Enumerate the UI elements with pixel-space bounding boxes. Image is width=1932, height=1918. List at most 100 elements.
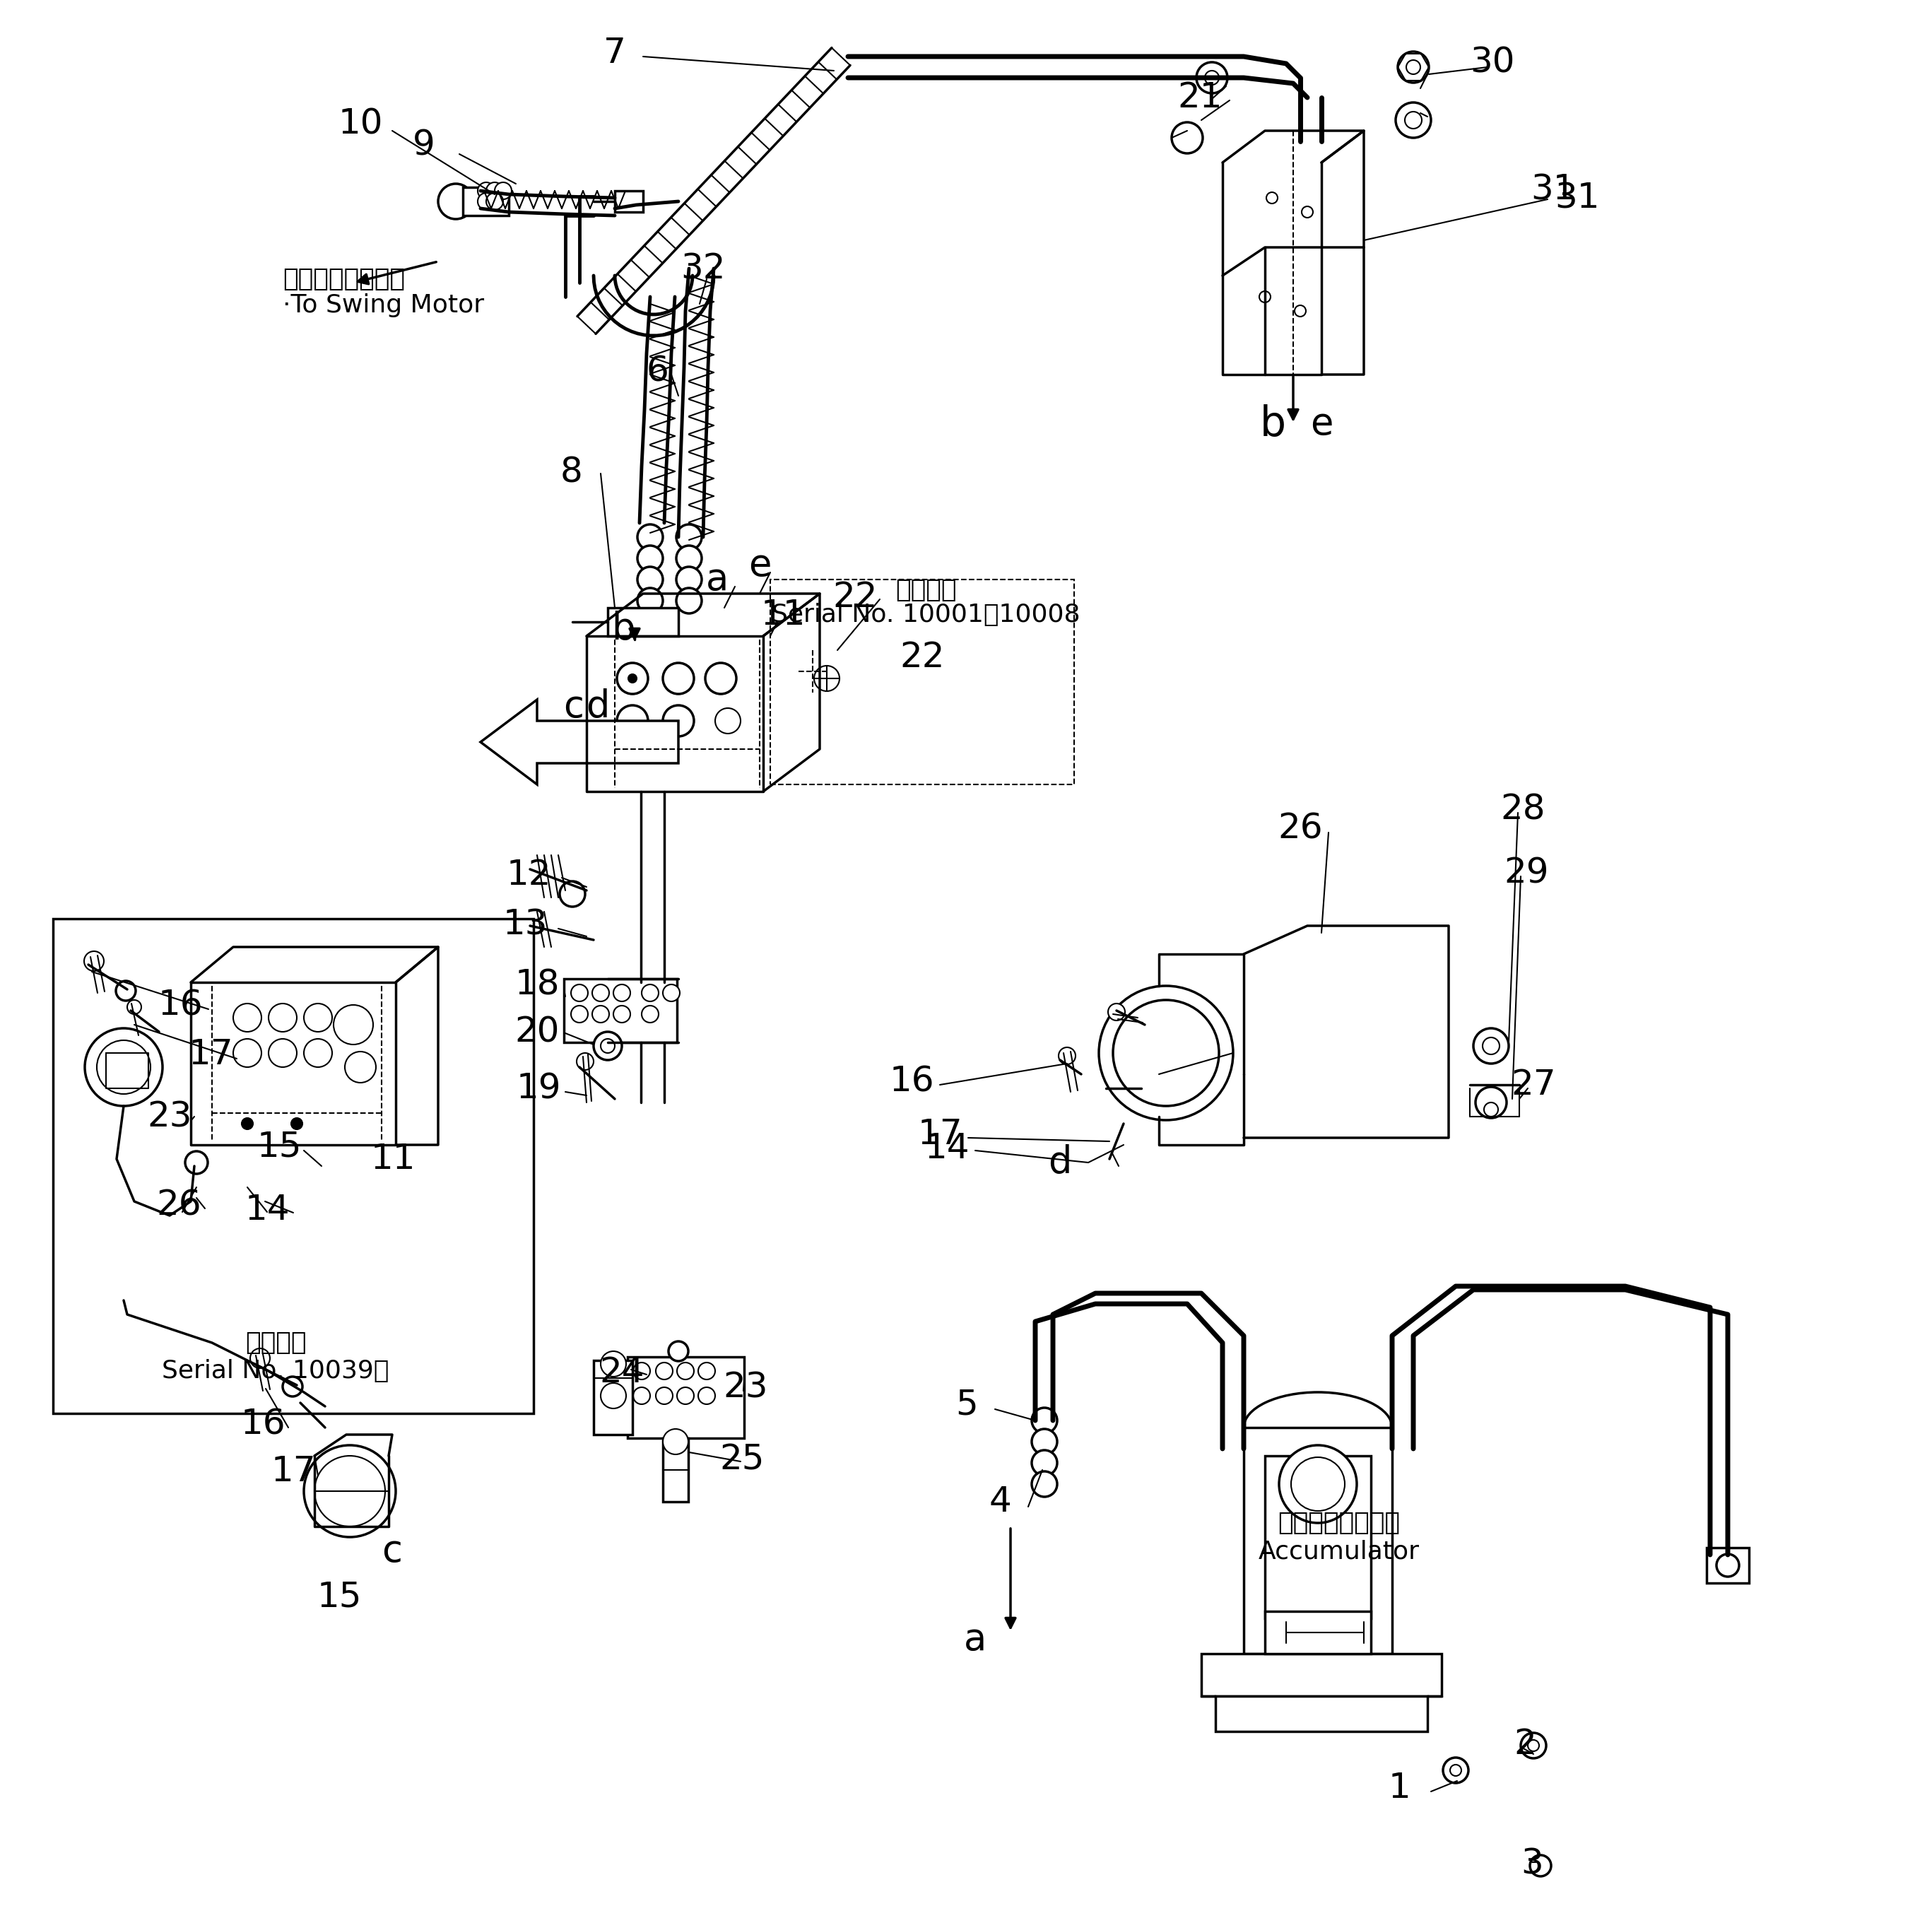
Circle shape [234,1003,261,1032]
Circle shape [663,1429,688,1454]
Text: 22: 22 [833,581,877,614]
Circle shape [185,1151,209,1174]
Circle shape [676,545,701,572]
Bar [564,978,676,1041]
Circle shape [1405,111,1422,129]
Circle shape [612,984,630,1001]
Circle shape [697,1362,715,1379]
Circle shape [477,194,495,209]
Circle shape [269,1003,298,1032]
Circle shape [1302,207,1314,217]
Circle shape [1395,102,1432,138]
Circle shape [663,706,694,737]
Bar [1202,1653,1441,1696]
Circle shape [655,1362,672,1379]
Circle shape [1530,1855,1551,1876]
Circle shape [249,1348,270,1368]
Circle shape [1279,1446,1356,1523]
Circle shape [439,184,473,219]
Text: 16: 16 [889,1064,933,1099]
Text: d: d [585,689,611,725]
Circle shape [634,1387,651,1404]
Text: 16: 16 [158,988,203,1022]
Text: 5: 5 [956,1389,978,1421]
Circle shape [1032,1450,1057,1475]
Circle shape [303,1040,332,1066]
Circle shape [303,1003,332,1032]
Circle shape [601,1040,614,1053]
Text: 25: 25 [719,1442,765,1477]
Text: 9: 9 [413,129,435,161]
Circle shape [641,1005,659,1022]
Bar [1244,1427,1393,1653]
Bar [1265,1611,1372,1653]
Text: Serial No. 10001－10008: Serial No. 10001－10008 [771,602,1080,627]
Circle shape [676,524,701,550]
Text: 22: 22 [900,641,945,675]
Circle shape [487,182,502,199]
Circle shape [269,1040,298,1066]
Bar [52,919,533,1414]
Circle shape [315,1456,384,1527]
Circle shape [697,1387,715,1404]
Circle shape [601,1350,626,1377]
Text: 27: 27 [1511,1068,1555,1101]
Text: 19: 19 [516,1072,560,1105]
Circle shape [601,1383,626,1408]
Text: 26: 26 [1277,811,1323,846]
Text: 17: 17 [918,1118,962,1151]
Circle shape [97,1040,151,1093]
Bar [1265,1456,1372,1619]
Text: スイングモータへ: スイングモータへ [282,267,406,292]
Circle shape [344,1051,377,1082]
Text: 18: 18 [514,967,560,1001]
Circle shape [1482,1038,1499,1055]
Circle shape [638,545,663,572]
Circle shape [1451,1765,1461,1776]
Text: 20: 20 [514,1015,560,1049]
Circle shape [1474,1028,1509,1064]
Text: d: d [1049,1145,1072,1181]
Text: 6: 6 [645,355,668,387]
Text: 8: 8 [560,455,582,489]
Circle shape [1171,123,1204,153]
Text: 23: 23 [147,1099,191,1134]
Circle shape [1032,1429,1057,1454]
Circle shape [85,1028,162,1107]
Circle shape [1206,71,1219,84]
Text: a: a [705,562,728,598]
Circle shape [715,708,740,733]
Bar [628,1356,744,1438]
Circle shape [804,664,821,679]
Circle shape [1406,59,1420,75]
Circle shape [634,1362,651,1379]
Circle shape [1265,192,1277,203]
Text: c: c [383,1532,402,1569]
Circle shape [668,1341,688,1362]
Bar [593,1360,632,1435]
Text: c: c [564,689,583,725]
Circle shape [242,1118,253,1130]
Text: 16: 16 [240,1408,286,1440]
Circle shape [292,1118,303,1130]
Circle shape [1476,1088,1507,1118]
Bar [663,1438,688,1502]
Text: a: a [964,1621,987,1657]
Circle shape [638,589,663,614]
Text: 24: 24 [599,1356,643,1389]
Text: 11: 11 [761,598,806,631]
Text: 10: 10 [338,107,383,140]
Text: 適用号機: 適用号機 [895,577,956,602]
Bar [1706,1548,1748,1582]
Bar [614,190,643,213]
Text: 適用号機: 適用号機 [245,1331,305,1354]
Text: 15: 15 [317,1580,361,1615]
Text: 12: 12 [506,857,551,892]
Text: 26: 26 [156,1187,201,1222]
Circle shape [1032,1471,1057,1496]
Bar [609,608,678,637]
Circle shape [638,524,663,550]
Text: 32: 32 [680,251,726,286]
Circle shape [334,1005,373,1045]
Text: Serial No. 10039～: Serial No. 10039～ [162,1360,388,1383]
